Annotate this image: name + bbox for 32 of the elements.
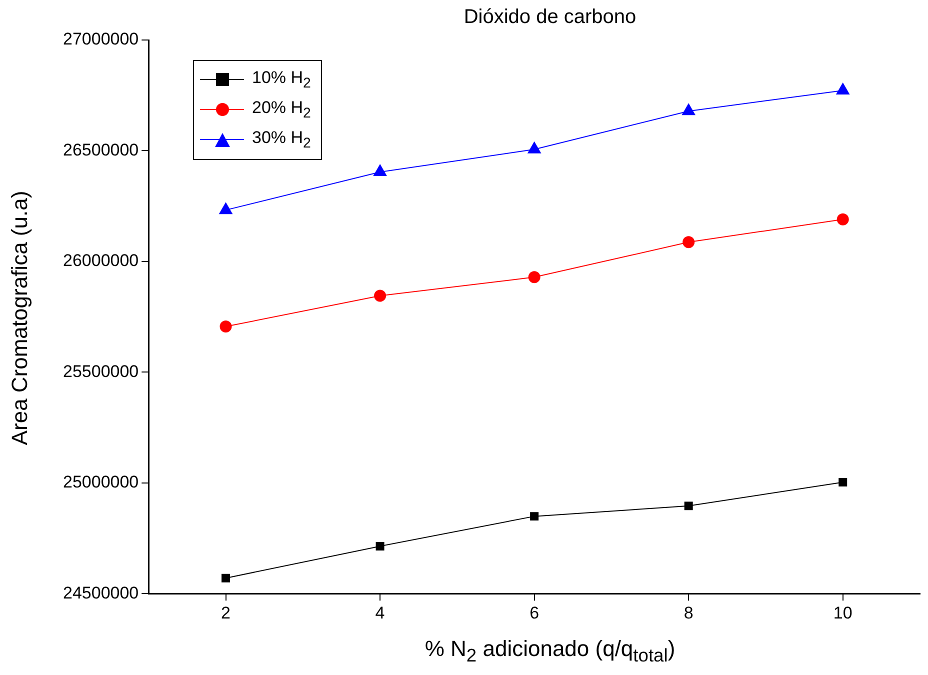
point xyxy=(373,164,387,176)
x-tick-label: 10 xyxy=(833,603,852,622)
x-tick-label: 4 xyxy=(375,603,385,622)
point xyxy=(838,478,848,486)
y-tick-label: 26000000 xyxy=(62,251,139,270)
y-tick-label: 26500000 xyxy=(62,140,139,160)
point xyxy=(682,103,696,116)
point xyxy=(374,290,386,302)
point xyxy=(836,82,850,94)
y-tick-label: 25000000 xyxy=(62,472,139,492)
point xyxy=(376,542,384,550)
x-tick-label: 2 xyxy=(221,603,231,622)
y-axis-title: Area Cromatografica (u.a) xyxy=(7,190,33,448)
point xyxy=(682,236,695,248)
y-tick-label: 24500000 xyxy=(62,583,139,602)
point xyxy=(527,141,542,154)
y-tick-label: 25500000 xyxy=(62,362,139,381)
x-tick-label: 6 xyxy=(530,603,540,622)
point xyxy=(684,502,693,510)
x-axis-title: % N$_{2}$ adicionado (q/q$_{total}$) xyxy=(424,636,676,666)
legend-label: 30% H$_{2}$ xyxy=(252,128,311,152)
point xyxy=(218,202,233,214)
chart-title: Dióxido de carbono xyxy=(462,6,638,29)
point xyxy=(222,574,230,582)
y-tick-label: 27000000 xyxy=(62,30,139,49)
x-tick-label: 8 xyxy=(684,603,694,622)
point xyxy=(836,213,849,226)
point xyxy=(530,512,539,521)
point xyxy=(220,320,232,333)
point xyxy=(528,271,540,284)
legend-label: 10% H$_{2}$ xyxy=(252,68,311,92)
legend-label: 20% H$_{2}$ xyxy=(252,98,311,122)
